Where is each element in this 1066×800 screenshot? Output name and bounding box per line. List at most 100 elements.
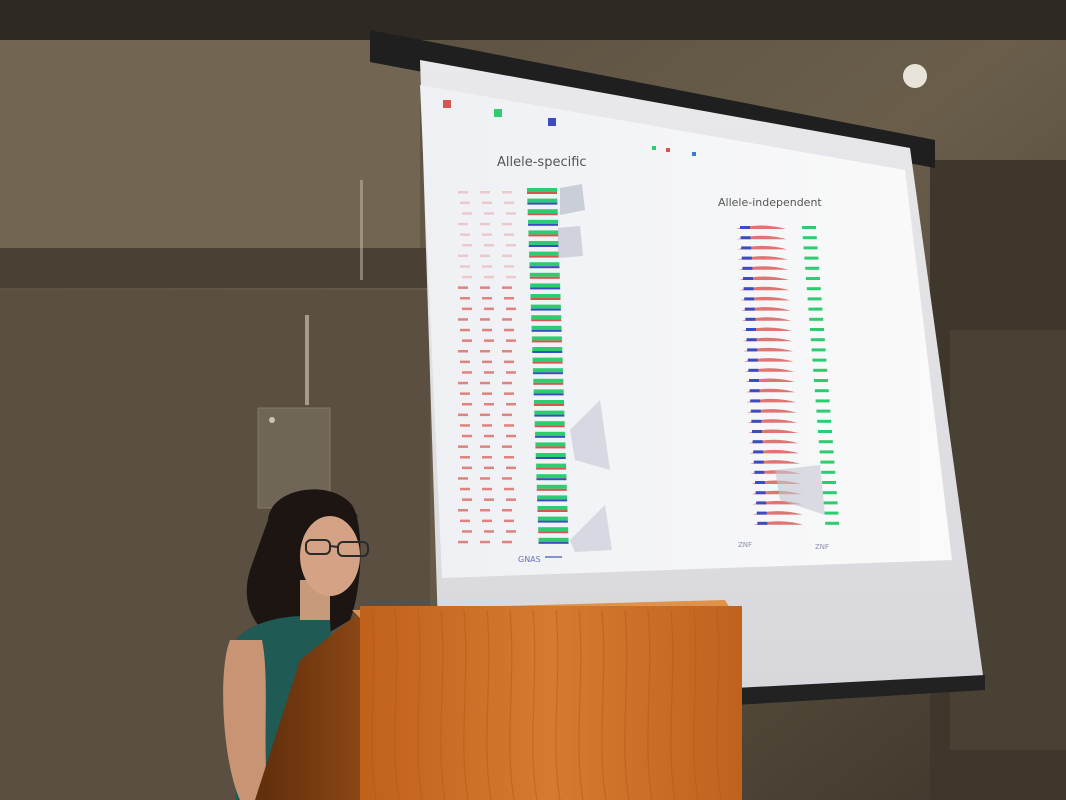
track-bar-green (820, 460, 835, 464)
track-bar-green (534, 400, 564, 404)
track-peak (484, 307, 494, 311)
track-peak (458, 509, 468, 512)
track-peak (480, 222, 490, 226)
track-bar-secondary (528, 245, 559, 247)
track-peak (462, 434, 472, 438)
track-bar-blue (747, 348, 758, 352)
track-peak (502, 254, 512, 258)
track-bar-green (536, 463, 567, 468)
track-peak (482, 519, 492, 523)
track-bar-blue (756, 511, 767, 515)
light-streak (305, 315, 309, 405)
track-peak (482, 487, 492, 491)
track-bar-green (805, 266, 820, 270)
track-bar-green (810, 328, 824, 331)
gene-label-znf-1: ZNF (738, 541, 752, 549)
track-peak (480, 413, 490, 417)
track-bar-secondary (532, 351, 563, 353)
track-peak (462, 244, 472, 247)
slide-right-title: Allele-independent (718, 196, 822, 209)
legend-blue-swatch (548, 118, 556, 126)
track-peak (460, 265, 470, 268)
track-bar-secondary (536, 467, 567, 470)
track-bar-green (816, 409, 831, 413)
track-peak (462, 466, 472, 470)
track-bar-secondary (534, 404, 564, 406)
track-bar-green (804, 256, 819, 260)
gene-label-gnas: GNAS (518, 555, 541, 564)
track-bar-blue (740, 236, 751, 240)
track-peak (506, 403, 516, 406)
upper-wall-panel (0, 40, 420, 280)
wood-grain-line (601, 609, 607, 800)
track-peak (482, 360, 492, 364)
track-bar-green (533, 378, 564, 383)
track-peak (480, 445, 490, 448)
track-bar-blue (751, 419, 762, 423)
track-peak (460, 328, 470, 332)
track-bar-green (819, 450, 834, 454)
track-bar-green (818, 440, 833, 444)
track-peak (502, 381, 512, 385)
track-peak (460, 233, 470, 236)
zoom-wedge-3 (570, 400, 610, 470)
glasses-right-lens (337, 541, 369, 557)
legend-red-swatch (443, 100, 451, 108)
track-bar-green (528, 241, 559, 245)
track-bar-green (529, 272, 560, 277)
zoom-wedge-4 (570, 505, 612, 552)
track-peak (462, 530, 472, 533)
track-bar-green (529, 251, 560, 256)
track-peak (506, 498, 516, 501)
wall-ledge (0, 248, 430, 288)
track-bar-green (534, 410, 565, 415)
track-bar-green (822, 491, 837, 495)
track-bar-secondary (535, 446, 566, 449)
track-bar-green (531, 315, 562, 320)
track-bar-green (806, 287, 821, 291)
track-bar-blue (745, 317, 756, 321)
track-bar-green (536, 474, 567, 479)
track-peak (458, 413, 468, 417)
track-peak (484, 434, 494, 438)
gene-label-znf-2: ZNF (815, 543, 829, 551)
track-bar-blue (749, 389, 760, 393)
podium-side (255, 612, 360, 800)
track-peak (502, 540, 512, 544)
track-peak (504, 360, 514, 364)
track-peak (482, 392, 492, 395)
track-bar-blue (753, 460, 764, 464)
track-peak (484, 212, 494, 215)
track-peak (460, 456, 470, 459)
track-bar-green (529, 262, 560, 267)
track-peak (480, 509, 490, 512)
track-peak (504, 297, 514, 300)
track-peak (460, 360, 470, 364)
track-peak (480, 318, 490, 321)
wood-grain-line (555, 609, 561, 800)
track-bar-blue (744, 297, 755, 301)
track-bar-blue (753, 450, 764, 454)
track-bar-blue (746, 328, 756, 331)
track-bar-secondary (528, 234, 559, 237)
track-peak (482, 456, 492, 459)
track-peak (460, 519, 470, 523)
track-peak (484, 466, 494, 470)
track-bar-green (806, 277, 820, 280)
track-bar-green (536, 484, 567, 489)
track-peak (506, 466, 516, 470)
track-bar-green (811, 348, 826, 352)
track-peak (482, 297, 492, 300)
track-bar-green (824, 511, 839, 515)
track-peak (484, 339, 494, 342)
podium (255, 600, 742, 800)
track-bar-green (810, 338, 825, 342)
track-peak (482, 328, 492, 332)
track-bar-blue (741, 256, 752, 260)
track-peak (460, 201, 470, 205)
track-peak (458, 254, 468, 258)
track-bar-secondary (528, 223, 559, 226)
wood-grain-line (440, 609, 446, 800)
track-bar-secondary (533, 393, 564, 396)
track-peak (504, 201, 514, 205)
